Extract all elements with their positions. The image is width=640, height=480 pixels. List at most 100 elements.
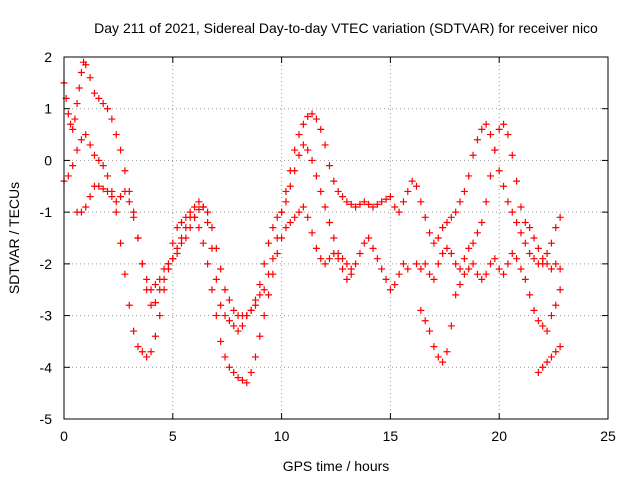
data-point: [186, 224, 194, 232]
data-point: [365, 200, 373, 208]
data-point: [456, 281, 464, 289]
data-point: [465, 265, 473, 273]
data-point: [130, 213, 138, 221]
data-point: [547, 353, 555, 361]
data-point: [465, 244, 473, 252]
data-point: [317, 187, 325, 195]
data-point: [156, 312, 164, 320]
data-point: [169, 239, 177, 247]
data-point: [212, 244, 220, 252]
data-point: [282, 198, 290, 206]
x-tick-label: 5: [169, 428, 177, 444]
data-point: [382, 275, 390, 283]
data-point: [73, 100, 81, 108]
data-point: [308, 156, 316, 164]
data-point: [138, 348, 146, 356]
data-point: [500, 182, 508, 190]
data-point: [439, 224, 447, 232]
data-point: [417, 265, 425, 273]
data-point: [204, 260, 212, 268]
data-point: [408, 177, 416, 185]
data-point: [486, 131, 494, 139]
data-point: [299, 120, 307, 128]
data-point: [526, 250, 534, 258]
data-point: [504, 131, 512, 139]
data-point: [478, 218, 486, 226]
data-point: [312, 115, 320, 123]
data-point: [230, 306, 238, 314]
data-point: [556, 343, 564, 351]
data-point: [543, 358, 551, 366]
data-point: [417, 306, 425, 314]
data-point: [221, 312, 229, 320]
data-point: [356, 250, 364, 258]
data-point: [421, 317, 429, 325]
data-point: [295, 208, 303, 216]
data-point: [282, 224, 290, 232]
data-point: [460, 270, 468, 278]
y-tick-label: -4: [40, 359, 53, 375]
data-point: [291, 213, 299, 221]
data-point: [195, 198, 203, 206]
data-point: [347, 200, 355, 208]
data-point: [421, 213, 429, 221]
data-point: [108, 193, 116, 201]
data-point: [269, 270, 277, 278]
data-point: [308, 110, 316, 118]
data-point: [369, 244, 377, 252]
data-point: [95, 94, 103, 102]
data-point: [212, 275, 220, 283]
x-axis-label: GPS time / hours: [283, 458, 390, 474]
data-point: [86, 193, 94, 201]
data-point: [251, 353, 259, 361]
data-point: [204, 208, 212, 216]
data-point: [417, 198, 425, 206]
data-point: [173, 250, 181, 258]
data-point: [325, 255, 333, 263]
data-marks: [60, 58, 564, 387]
data-point: [64, 172, 72, 180]
data-point: [138, 260, 146, 268]
data-point: [269, 255, 277, 263]
data-point: [391, 281, 399, 289]
data-point: [530, 255, 538, 263]
data-point: [421, 260, 429, 268]
data-point: [108, 115, 116, 123]
x-tick-label: 20: [491, 428, 507, 444]
data-point: [452, 260, 460, 268]
data-point: [534, 368, 542, 376]
data-point: [191, 203, 199, 211]
data-point: [77, 69, 85, 77]
data-point: [508, 151, 516, 159]
data-point: [339, 255, 347, 263]
data-point: [452, 208, 460, 216]
data-point: [247, 306, 255, 314]
data-point: [64, 110, 72, 118]
data-point: [339, 193, 347, 201]
data-point: [469, 151, 477, 159]
data-point: [378, 198, 386, 206]
data-point: [430, 275, 438, 283]
data-point: [230, 322, 238, 330]
data-point: [195, 224, 203, 232]
data-point: [130, 327, 138, 335]
data-point: [304, 146, 312, 154]
data-point: [378, 265, 386, 273]
data-point: [447, 213, 455, 221]
data-point: [238, 322, 246, 330]
data-point: [399, 260, 407, 268]
data-point: [317, 125, 325, 133]
data-point: [217, 301, 225, 309]
data-point: [151, 281, 159, 289]
data-point: [495, 167, 503, 175]
data-point: [513, 177, 521, 185]
data-point: [208, 224, 216, 232]
data-point: [225, 363, 233, 371]
data-point: [552, 348, 560, 356]
data-point: [539, 260, 547, 268]
data-point: [543, 327, 551, 335]
data-point: [221, 286, 229, 294]
data-point: [373, 255, 381, 263]
data-point: [460, 255, 468, 263]
data-point: [334, 187, 342, 195]
